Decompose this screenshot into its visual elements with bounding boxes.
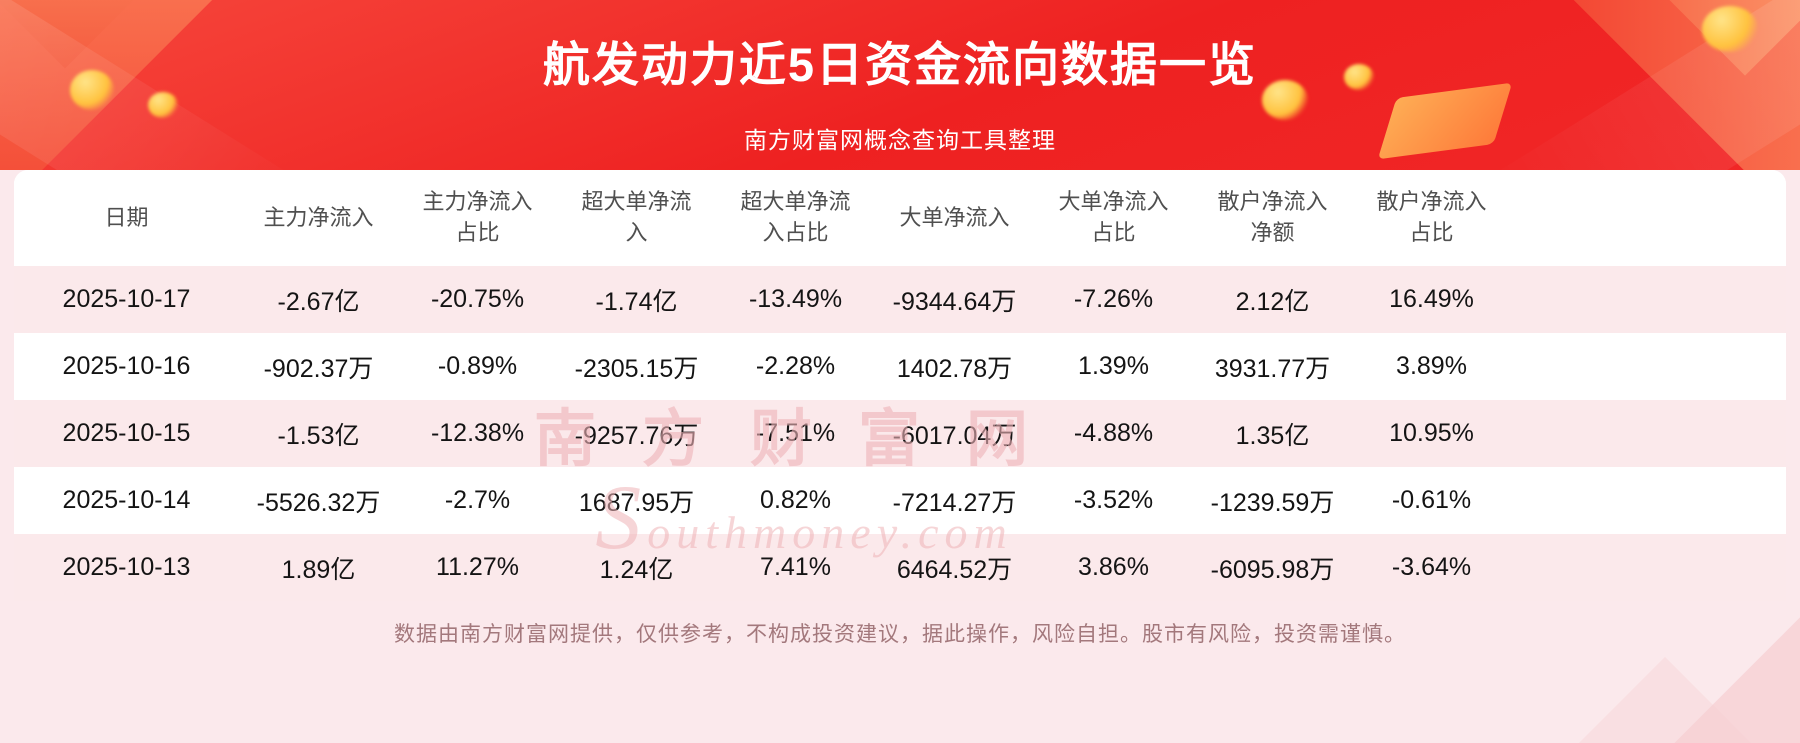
table-row: 2025-10-17 -2.67亿 -20.75% -1.74亿 -13.49%… xyxy=(14,266,1786,333)
table-cell: 1402.78万 xyxy=(896,354,1013,383)
header-spacer xyxy=(1511,170,1786,266)
table-cell: 0.82% xyxy=(760,486,831,514)
table-cell: 3.89% xyxy=(1396,352,1467,380)
decor-gold-blob-5 xyxy=(1702,6,1758,52)
table-cell: -2305.15万 xyxy=(574,354,699,383)
column-header-main-net-inflow: 主力净流入 xyxy=(263,204,374,230)
table-cell: -0.61% xyxy=(1391,486,1472,514)
table-cell: -7.51% xyxy=(755,419,836,447)
table-cell: 1687.95万 xyxy=(578,488,695,517)
row-spacer xyxy=(1511,467,1786,534)
date-cell: 2025-10-14 xyxy=(62,486,191,514)
table-cell: -902.37万 xyxy=(263,354,374,383)
decor-gold-blob-4 xyxy=(1344,64,1374,90)
table-cell: 7.41% xyxy=(760,553,831,581)
table-cell: 1.39% xyxy=(1078,352,1149,380)
table-cell: 6464.52万 xyxy=(896,555,1013,584)
column-header-retail-net-inflow: 散户净流入净额 xyxy=(1217,189,1328,245)
data-table-card: 日期 主力净流入 主力净流入占比 超大单净流入 超大单净流入占比 大单净流入 大… xyxy=(14,170,1786,601)
date-cell: 2025-10-15 xyxy=(62,419,191,447)
row-spacer xyxy=(1511,266,1786,333)
table-header-row: 日期 主力净流入 主力净流入占比 超大单净流入 超大单净流入占比 大单净流入 大… xyxy=(14,170,1786,266)
table-cell: 16.49% xyxy=(1389,285,1474,313)
table-cell: -9344.64万 xyxy=(892,287,1017,316)
column-header-retail-net-inflow-ratio: 散户净流入占比 xyxy=(1376,189,1487,245)
date-cell: 2025-10-16 xyxy=(62,352,191,380)
column-header-xl-order-net-inflow: 超大单净流入 xyxy=(581,189,692,245)
page-title: 航发动力近5日资金流向数据一览 xyxy=(542,38,1258,91)
table-cell: -6095.98万 xyxy=(1210,555,1335,584)
table-cell: -5526.32万 xyxy=(256,488,381,517)
table-row: 2025-10-16 -902.37万 -0.89% -2305.15万 -2.… xyxy=(14,333,1786,400)
table-cell: 1.35亿 xyxy=(1235,421,1310,450)
table-cell: -6017.04万 xyxy=(892,421,1017,450)
table-cell: -3.52% xyxy=(1073,486,1154,514)
table-cell: 1.89亿 xyxy=(281,555,356,584)
table-cell: -12.38% xyxy=(430,419,525,447)
footer: 数据由南方财富网提供，仅供参考，不构成投资建议，据此操作，风险自担。股市有风险，… xyxy=(0,618,1800,648)
row-spacer xyxy=(1511,400,1786,467)
table-row: 2025-10-13 1.89亿 11.27% 1.24亿 7.41% 6464… xyxy=(14,534,1786,601)
table-cell: -1.74亿 xyxy=(595,287,678,316)
row-spacer xyxy=(1511,333,1786,400)
row-spacer xyxy=(1511,534,1786,601)
column-header-xl-order-net-inflow-ratio: 超大单净流入占比 xyxy=(740,189,851,245)
table-cell: 3.86% xyxy=(1078,553,1149,581)
header-banner: 航发动力近5日资金流向数据一览 南方财富网概念查询工具整理 xyxy=(0,0,1800,170)
disclaimer-text: 数据由南方财富网提供，仅供参考，不构成投资建议，据此操作，风险自担。股市有风险，… xyxy=(394,623,1406,646)
table-cell: 1.24亿 xyxy=(599,555,674,584)
table-cell: 11.27% xyxy=(436,553,519,581)
table-cell: 2.12亿 xyxy=(1235,287,1310,316)
table-cell: 3931.77万 xyxy=(1214,354,1331,383)
header-text-block: 航发动力近5日资金流向数据一览 南方财富网概念查询工具整理 xyxy=(0,0,1800,155)
table-cell: -4.88% xyxy=(1073,419,1154,447)
column-header-large-order-net-inflow-ratio: 大单净流入占比 xyxy=(1058,189,1169,245)
table-cell: -7214.27万 xyxy=(892,488,1017,517)
table-cell: -2.67亿 xyxy=(277,287,360,316)
date-cell: 2025-10-17 xyxy=(62,285,191,313)
table-cell: -1239.59万 xyxy=(1210,488,1335,517)
table-cell: 10.95% xyxy=(1389,419,1474,447)
column-header-main-net-inflow-ratio: 主力净流入占比 xyxy=(422,189,533,245)
table-row: 2025-10-15 -1.53亿 -12.38% -9257.76万 -7.5… xyxy=(14,400,1786,467)
table-row: 2025-10-14 -5526.32万 -2.7% 1687.95万 0.82… xyxy=(14,467,1786,534)
table-cell: -0.89% xyxy=(437,352,518,380)
column-header-date: 日期 xyxy=(104,204,149,230)
table-cell: -3.64% xyxy=(1391,553,1472,581)
table-cell: -13.49% xyxy=(748,285,843,313)
table-cell: -9257.76万 xyxy=(574,421,699,450)
table-cell: -2.28% xyxy=(755,352,836,380)
table-cell: -1.53亿 xyxy=(277,421,360,450)
table-cell: -7.26% xyxy=(1073,285,1154,313)
decor-gold-blob-3 xyxy=(1262,80,1308,120)
page-subtitle: 南方财富网概念查询工具整理 xyxy=(744,127,1056,153)
date-cell: 2025-10-13 xyxy=(62,553,191,581)
column-header-large-order-net-inflow: 大单净流入 xyxy=(899,204,1010,230)
table-cell: -20.75% xyxy=(430,285,525,313)
decor-gold-blob-1 xyxy=(70,70,114,110)
decor-gold-blob-2 xyxy=(148,92,178,118)
table-cell: -2.7% xyxy=(444,486,511,514)
